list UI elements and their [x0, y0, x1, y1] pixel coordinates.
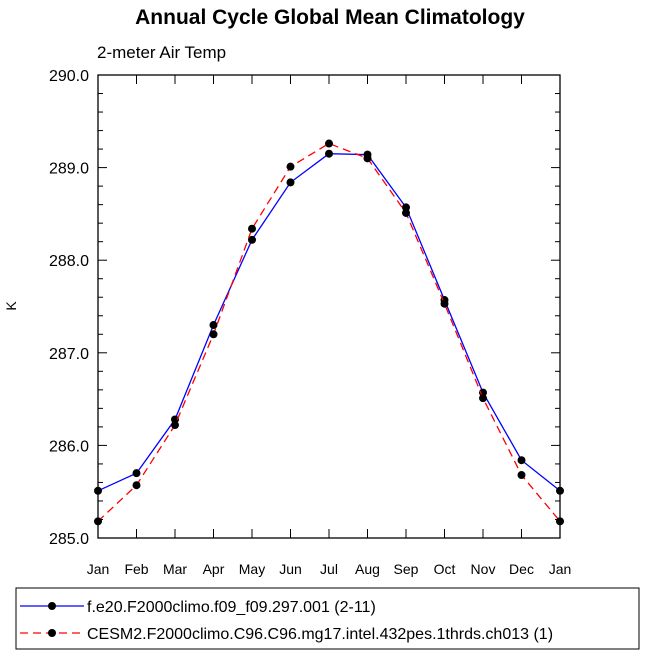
data-point — [287, 178, 295, 186]
series-layer — [94, 140, 564, 526]
y-axis-label: K — [3, 301, 19, 311]
data-point — [94, 487, 102, 495]
data-point — [287, 163, 295, 171]
x-tick-label: Mar — [163, 561, 187, 577]
data-point — [556, 487, 564, 495]
legend-label-2: CESM2.F2000climo.C96.C96.mg17.intel.432p… — [87, 626, 553, 643]
data-point — [518, 471, 526, 479]
chart-title: Annual Cycle Global Mean Climatology — [135, 6, 525, 29]
data-point — [248, 225, 256, 233]
legend-marker-1 — [48, 602, 56, 610]
data-point — [441, 300, 449, 308]
legend: f.e20.F2000climo.f09_f09.297.001 (2-11) C… — [16, 588, 639, 649]
series-line — [98, 154, 560, 491]
y-tick-label: 288.0 — [49, 253, 89, 270]
x-tick-label: Jun — [279, 561, 302, 577]
data-point — [210, 321, 218, 329]
plot-area: 285.0 286.0 287.0 288.0 289.0 290.0 Jan Feb Mar A… — [49, 68, 571, 577]
data-point — [133, 469, 141, 477]
series-1 — [94, 150, 564, 495]
x-tick-label: Sep — [394, 561, 419, 577]
x-tick-label: Nov — [471, 561, 496, 577]
x-tick-label: Apr — [203, 561, 225, 577]
x-tick-label: Jul — [320, 561, 338, 577]
chart-subtitle: 2-meter Air Temp — [97, 43, 226, 62]
y-tick-label: 286.0 — [49, 438, 89, 455]
data-point — [171, 421, 179, 429]
data-point — [210, 330, 218, 338]
data-point — [479, 394, 487, 402]
annual-cycle-chart: Annual Cycle Global Mean Climatology 2-m… — [0, 0, 648, 658]
series-2 — [94, 140, 564, 526]
x-tick-label: Jan — [87, 561, 110, 577]
x-tick-label: May — [239, 561, 265, 577]
x-tick-label: Feb — [124, 561, 148, 577]
legend-label-1: f.e20.F2000climo.f09_f09.297.001 (2-11) — [87, 599, 376, 616]
data-point — [325, 150, 333, 158]
data-point — [325, 140, 333, 148]
x-tick-label: Oct — [434, 561, 456, 577]
x-tick-label: Aug — [355, 561, 380, 577]
legend-marker-2 — [48, 629, 56, 637]
data-point — [94, 517, 102, 525]
series-line — [98, 144, 560, 522]
data-point — [518, 456, 526, 464]
x-tick-label: Dec — [509, 561, 534, 577]
y-tick-label: 287.0 — [49, 346, 89, 363]
y-tick-label: 289.0 — [49, 161, 89, 178]
data-point — [402, 209, 410, 217]
x-tick-label: Jan — [549, 561, 572, 577]
y-tick-label: 290.0 — [49, 68, 89, 85]
data-point — [364, 154, 372, 162]
y-tick-label: 285.0 — [49, 531, 89, 548]
data-point — [133, 481, 141, 489]
data-point — [556, 517, 564, 525]
